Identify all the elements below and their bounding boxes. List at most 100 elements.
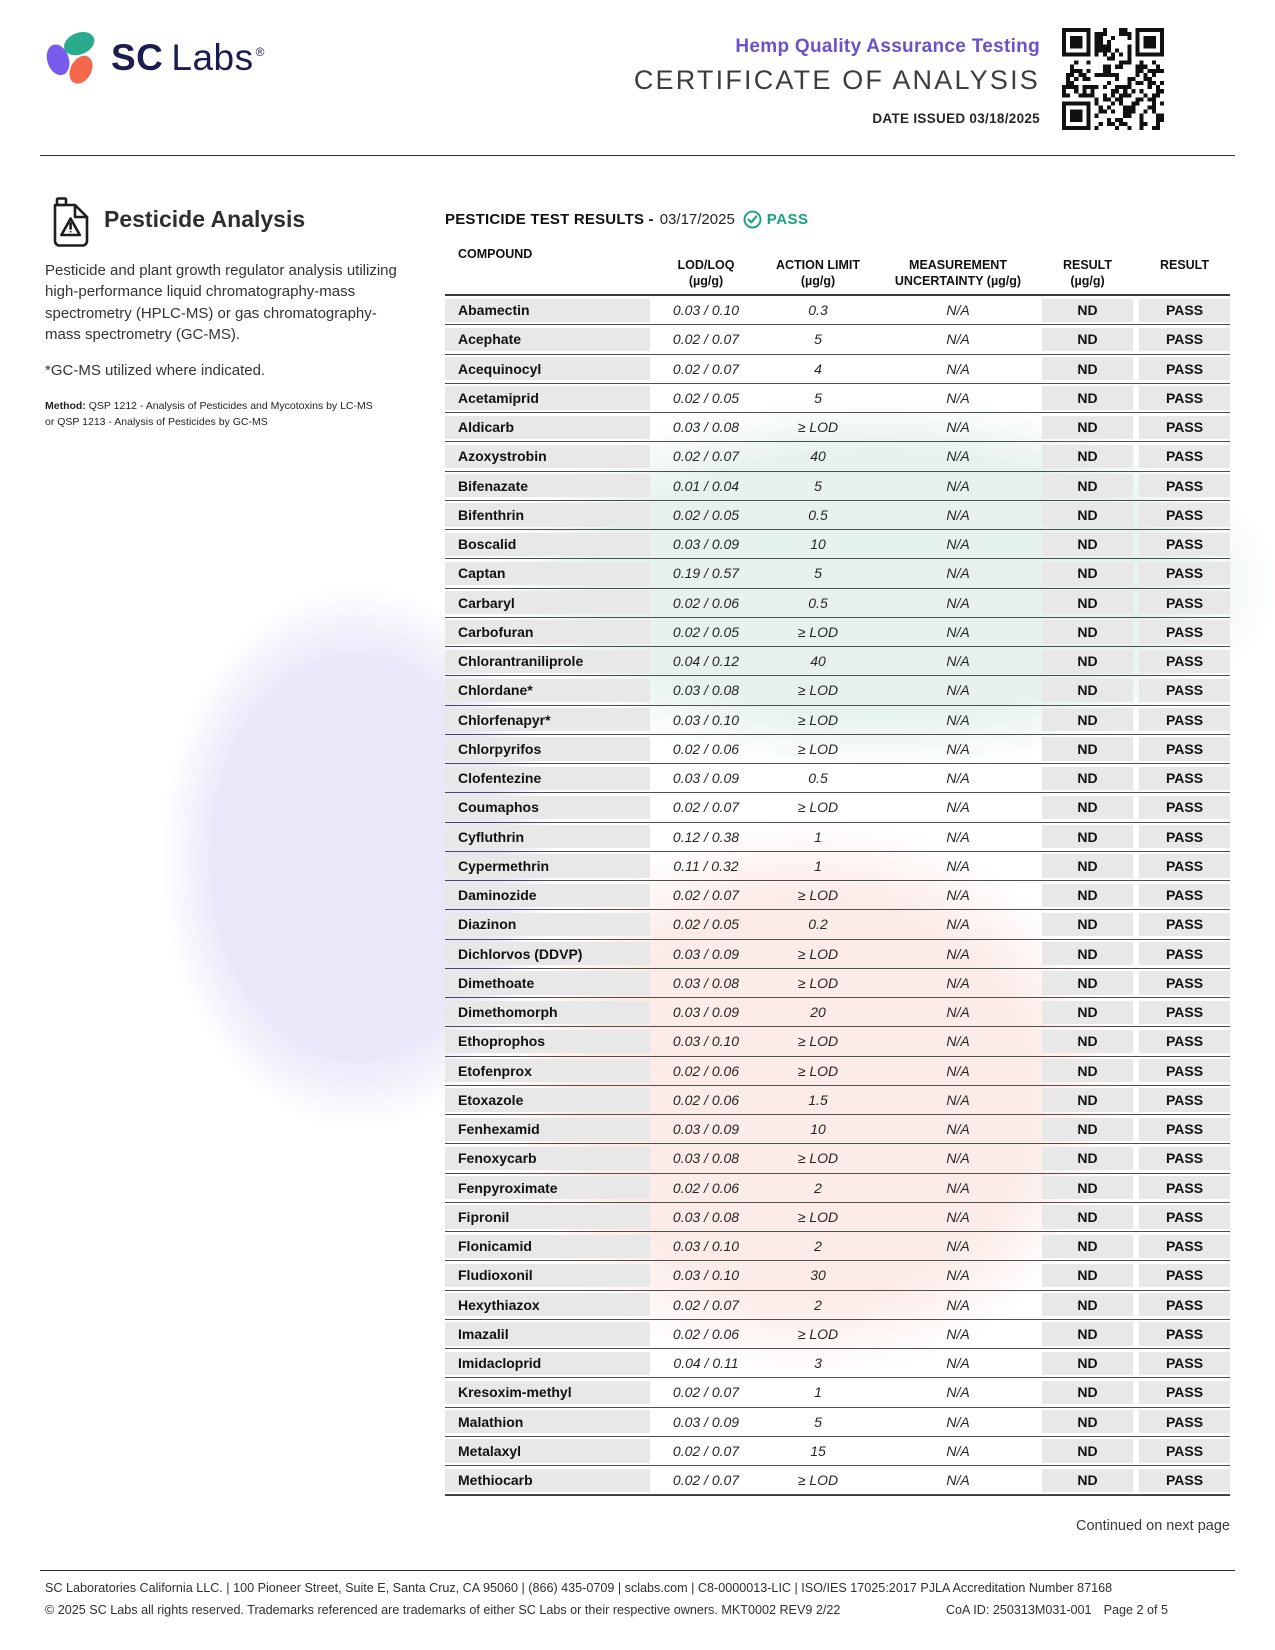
lod-loq-cell: 0.03 / 0.09 [672, 945, 740, 962]
uncertainty-cell: N/A [946, 565, 970, 582]
lod-loq-cell: 0.12 / 0.38 [672, 828, 740, 845]
result-status-cell: PASS [1139, 1380, 1230, 1404]
action-limit-cell: ≥ LOD [797, 1208, 839, 1225]
compound-cell: Cypermethrin [445, 854, 650, 878]
lod-loq-cell: 0.03 / 0.09 [672, 1121, 740, 1138]
compound-cell: Dimethomorph [445, 1000, 650, 1024]
action-limit-cell: 2 [814, 1179, 822, 1196]
uncertainty-cell: N/A [946, 1325, 970, 1342]
result-status-cell: PASS [1139, 737, 1230, 761]
table-row: Daminozide 0.02 / 0.07 ≥ LOD N/A ND PASS [445, 881, 1230, 911]
footer-divider [40, 1570, 1235, 1571]
result-value-cell: ND [1042, 912, 1133, 936]
uncertainty-cell: N/A [946, 506, 970, 523]
compound-cell: Dichlorvos (DDVP) [445, 942, 650, 966]
document-title-block: Hemp Quality Assurance Testing CERTIFICA… [634, 36, 1040, 126]
lod-loq-cell: 0.02 / 0.07 [672, 1384, 740, 1401]
result-value-cell: ND [1042, 561, 1133, 585]
action-limit-cell: 1 [814, 857, 822, 874]
uncertainty-cell: N/A [946, 916, 970, 933]
date-issued-value: 03/18/2025 [969, 111, 1040, 126]
result-value-cell: ND [1042, 1351, 1133, 1375]
result-value-cell: ND [1042, 971, 1133, 995]
table-row: Bifenazate 0.01 / 0.04 5 N/A ND PASS [445, 472, 1230, 501]
action-limit-cell: ≥ LOD [797, 945, 839, 962]
lod-loq-cell: 0.03 / 0.08 [672, 974, 740, 991]
table-header-row: COMPOUND LOD/LOQ (µg/g) ACTION LIMIT (µg/g) M… [445, 246, 1230, 296]
compound-cell: Clofentezine [445, 766, 650, 790]
lod-loq-cell: 0.03 / 0.10 [672, 1033, 740, 1050]
uncertainty-cell: N/A [946, 1121, 970, 1138]
result-status-cell: PASS [1139, 708, 1230, 732]
result-value-cell: ND [1042, 708, 1133, 732]
table-row: Methiocarb 0.02 / 0.07 ≥ LOD N/A ND PASS [445, 1466, 1230, 1496]
result-value-cell: ND [1042, 327, 1133, 351]
result-status-cell: PASS [1139, 1351, 1230, 1375]
page-number: Page 2 of 5 [1103, 1603, 1168, 1617]
action-limit-cell: 0.5 [808, 506, 828, 523]
result-status-cell: PASS [1139, 649, 1230, 673]
lod-loq-cell: 0.02 / 0.07 [672, 1472, 740, 1489]
uncertainty-cell: N/A [946, 1062, 970, 1079]
table-row: Acephate 0.02 / 0.07 5 N/A ND PASS [445, 325, 1230, 355]
lod-loq-cell: 0.03 / 0.10 [672, 302, 740, 319]
logo-sc: SC [111, 37, 164, 78]
lod-loq-cell: 0.02 / 0.06 [672, 1062, 740, 1079]
results-test-date: 03/17/2025 [659, 211, 735, 228]
table-row: Captan 0.19 / 0.57 5 N/A ND PASS [445, 559, 1230, 589]
table-row: Fenpyroximate 0.02 / 0.06 2 N/A ND PASS [445, 1174, 1230, 1203]
lod-loq-cell: 0.02 / 0.06 [672, 740, 740, 757]
result-value-cell: ND [1042, 1059, 1133, 1083]
lod-loq-cell: 0.02 / 0.07 [672, 360, 740, 377]
sc-labs-logo: SC Labs ® [45, 30, 264, 86]
action-limit-cell: ≥ LOD [797, 1472, 839, 1489]
result-value-cell: ND [1042, 357, 1133, 381]
compound-cell: Fenpyroximate [445, 1176, 650, 1200]
lod-loq-cell: 0.02 / 0.06 [672, 1179, 740, 1196]
table-row: Fludioxonil 0.03 / 0.10 30 N/A ND PASS [445, 1261, 1230, 1291]
result-status-cell: PASS [1139, 1059, 1230, 1083]
result-value-cell: ND [1042, 854, 1133, 878]
result-status-cell: PASS [1139, 883, 1230, 907]
uncertainty-cell: N/A [946, 1179, 970, 1196]
uncertainty-cell: N/A [946, 653, 970, 670]
uncertainty-cell: N/A [946, 974, 970, 991]
program-title: Hemp Quality Assurance Testing [735, 36, 1040, 57]
result-value-cell: ND [1042, 1000, 1133, 1024]
column-header: RESULT [1159, 258, 1210, 272]
table-row: Metalaxyl 0.02 / 0.07 15 N/A ND PASS [445, 1437, 1230, 1466]
compound-cell: Aldicarb [445, 415, 650, 439]
table-row: Acetamiprid 0.02 / 0.05 5 N/A ND PASS [445, 384, 1230, 413]
uncertainty-cell: N/A [946, 945, 970, 962]
uncertainty-cell: N/A [946, 1413, 970, 1430]
result-status-cell: PASS [1139, 386, 1230, 410]
action-limit-cell: 20 [810, 1004, 826, 1021]
compound-cell: Methiocarb [445, 1468, 650, 1492]
uncertainty-cell: N/A [946, 857, 970, 874]
uncertainty-cell: N/A [946, 331, 970, 348]
lod-loq-cell: 0.11 / 0.32 [673, 857, 739, 874]
action-limit-cell: ≥ LOD [797, 682, 839, 699]
uncertainty-cell: N/A [946, 1355, 970, 1372]
compound-cell: Chlorpyrifos [445, 737, 650, 761]
table-row: Boscalid 0.03 / 0.09 10 N/A ND PASS [445, 530, 1230, 560]
table-row: Fipronil 0.03 / 0.08 ≥ LOD N/A ND PASS [445, 1203, 1230, 1232]
lod-loq-cell: 0.02 / 0.07 [672, 448, 740, 465]
result-status-cell: PASS [1139, 1029, 1230, 1053]
action-limit-cell: 30 [810, 1267, 826, 1284]
table-row: Azoxystrobin 0.02 / 0.07 40 N/A ND PASS [445, 442, 1230, 472]
table-row: Dichlorvos (DDVP) 0.03 / 0.09 ≥ LOD N/A … [445, 940, 1230, 969]
table-row: Flonicamid 0.03 / 0.10 2 N/A ND PASS [445, 1232, 1230, 1262]
table-row: Coumaphos 0.02 / 0.07 ≥ LOD N/A ND PASS [445, 793, 1230, 823]
result-status-cell: PASS [1139, 357, 1230, 381]
lod-loq-cell: 0.03 / 0.08 [672, 1208, 740, 1225]
uncertainty-cell: N/A [946, 1384, 970, 1401]
lod-loq-cell: 0.03 / 0.09 [672, 1413, 740, 1430]
footer-copyright: © 2025 SC Labs all rights reserved. Trad… [45, 1603, 841, 1617]
compound-cell: Acephate [445, 327, 650, 351]
logo-wordmark: SC Labs ® [111, 37, 264, 79]
table-row: Imidacloprid 0.04 / 0.11 3 N/A ND PASS [445, 1349, 1230, 1379]
coa-id: CoA ID: 250313M031-001 [945, 1603, 1092, 1617]
result-value-cell: ND [1042, 1439, 1133, 1463]
result-value-cell: ND [1042, 1380, 1133, 1404]
